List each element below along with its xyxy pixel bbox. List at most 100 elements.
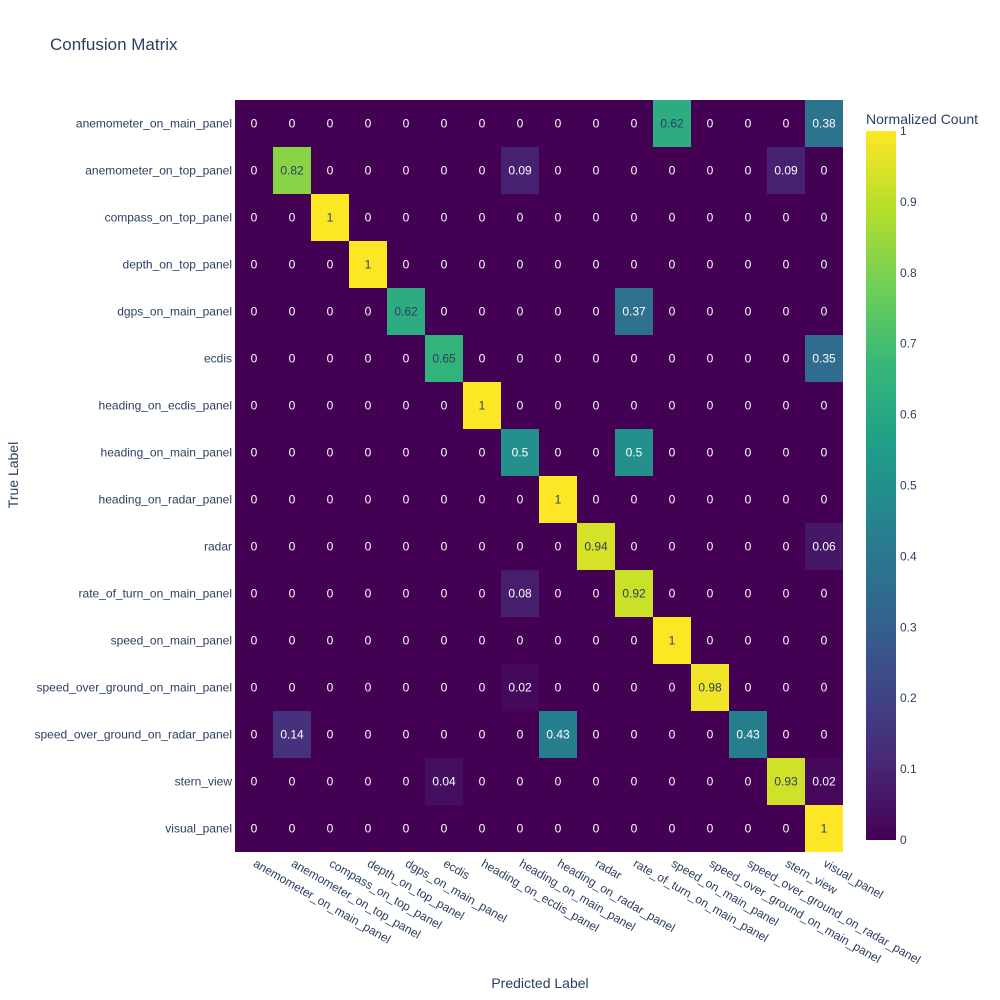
heatmap-cell — [311, 241, 349, 288]
heatmap-cell — [273, 100, 311, 147]
heatmap-cell — [539, 147, 577, 194]
cell-value-label: 0 — [365, 822, 372, 836]
cell-value-label: 0.02 — [812, 775, 836, 789]
cell-value-label: 0.38 — [812, 117, 836, 131]
heatmap-cell — [235, 382, 273, 429]
heatmap-cell — [767, 241, 805, 288]
y-tick-label: compass_on_top_panel — [105, 211, 232, 225]
heatmap-cell — [463, 194, 501, 241]
heatmap-cell — [729, 335, 767, 382]
heatmap-cell — [539, 476, 577, 523]
cell-value-label: 0.62 — [660, 117, 684, 131]
heatmap-cell — [577, 711, 615, 758]
cell-value-label: 0 — [821, 681, 828, 695]
heatmap-cell — [615, 758, 653, 805]
cell-value-label: 0 — [593, 352, 600, 366]
heatmap-cell — [425, 288, 463, 335]
heatmap-cell — [729, 100, 767, 147]
cell-value-label: 0 — [365, 352, 372, 366]
heatmap-cell — [653, 335, 691, 382]
heatmap-cell — [349, 570, 387, 617]
cell-value-label: 0 — [783, 305, 790, 319]
cell-value-label: 0 — [441, 728, 448, 742]
cell-value-label: 0 — [365, 399, 372, 413]
heatmap-cell — [577, 194, 615, 241]
heatmap-cell — [311, 382, 349, 429]
heatmap-cell — [235, 570, 273, 617]
colorbar-title: Normalized Count — [866, 111, 978, 127]
cell-value-label: 0.93 — [774, 775, 798, 789]
cell-value-label: 0 — [593, 587, 600, 601]
heatmap-cell — [615, 570, 653, 617]
cell-value-label: 0 — [745, 681, 752, 695]
heatmap-cell — [577, 523, 615, 570]
cell-value-label: 0 — [403, 258, 410, 272]
colorbar-tick-label: 0.1 — [900, 762, 917, 776]
heatmap-cell — [273, 288, 311, 335]
heatmap-cell — [463, 570, 501, 617]
cell-value-label: 0 — [327, 305, 334, 319]
heatmap-cell — [691, 429, 729, 476]
cell-value-label: 0 — [593, 822, 600, 836]
heatmap-cell — [311, 664, 349, 711]
heatmap-cell — [615, 147, 653, 194]
cell-value-label: 0 — [707, 634, 714, 648]
heatmap-cell — [691, 382, 729, 429]
cell-value-label: 0 — [327, 775, 334, 789]
cell-value-label: 0.08 — [508, 587, 532, 601]
cell-value-label: 0 — [327, 681, 334, 695]
heatmap-cell — [539, 194, 577, 241]
heatmap-cell — [615, 617, 653, 664]
y-tick-label: speed_on_main_panel — [111, 634, 232, 648]
heatmap-cell — [235, 241, 273, 288]
cell-value-label: 0 — [365, 540, 372, 554]
cell-value-label: 0 — [707, 493, 714, 507]
heatmap-cell — [463, 523, 501, 570]
cell-value-label: 0 — [669, 587, 676, 601]
cell-value-label: 0 — [707, 587, 714, 601]
heatmap-cell — [577, 241, 615, 288]
cell-value-label: 0 — [631, 775, 638, 789]
heatmap-cell — [805, 523, 843, 570]
cell-value-label: 0 — [479, 211, 486, 225]
heatmap-cell — [729, 241, 767, 288]
heatmap-cell — [501, 288, 539, 335]
cell-value-label: 0 — [745, 117, 752, 131]
heatmap-cell — [501, 194, 539, 241]
heatmap-cell — [387, 194, 425, 241]
cell-value-label: 0 — [441, 634, 448, 648]
heatmap-cell — [653, 194, 691, 241]
cell-value-label: 0.94 — [584, 540, 608, 554]
cell-value-label: 0.5 — [626, 446, 643, 460]
cell-value-label: 0 — [593, 164, 600, 178]
heatmap-cell — [691, 147, 729, 194]
heatmap-cell — [577, 758, 615, 805]
cell-value-label: 0 — [669, 775, 676, 789]
y-tick-label: radar — [204, 540, 232, 554]
cell-value-label: 0 — [745, 493, 752, 507]
cell-value-label: 0 — [441, 211, 448, 225]
heatmap-cell — [463, 429, 501, 476]
heatmap-cell — [235, 335, 273, 382]
cell-value-label: 0 — [631, 352, 638, 366]
heatmap-cell — [273, 805, 311, 852]
cell-value-label: 0 — [327, 540, 334, 554]
cell-value-label: 0 — [403, 822, 410, 836]
cell-value-label: 1 — [365, 258, 372, 272]
heatmap-cell — [425, 476, 463, 523]
heatmap-cell — [387, 429, 425, 476]
cell-value-label: 0 — [365, 681, 372, 695]
cell-value-label: 0 — [327, 634, 334, 648]
cell-value-label: 0 — [403, 399, 410, 413]
heatmap-cell — [767, 617, 805, 664]
heatmap-cell — [463, 805, 501, 852]
cell-value-label: 0.82 — [280, 164, 304, 178]
heatmap-cell — [501, 241, 539, 288]
heatmap-cell — [653, 805, 691, 852]
cell-value-label: 0 — [783, 211, 790, 225]
cell-value-label: 0 — [441, 493, 448, 507]
cell-value-label: 0 — [707, 399, 714, 413]
cell-value-label: 0 — [403, 211, 410, 225]
cell-value-label: 0 — [593, 634, 600, 648]
heatmap-cell — [387, 570, 425, 617]
